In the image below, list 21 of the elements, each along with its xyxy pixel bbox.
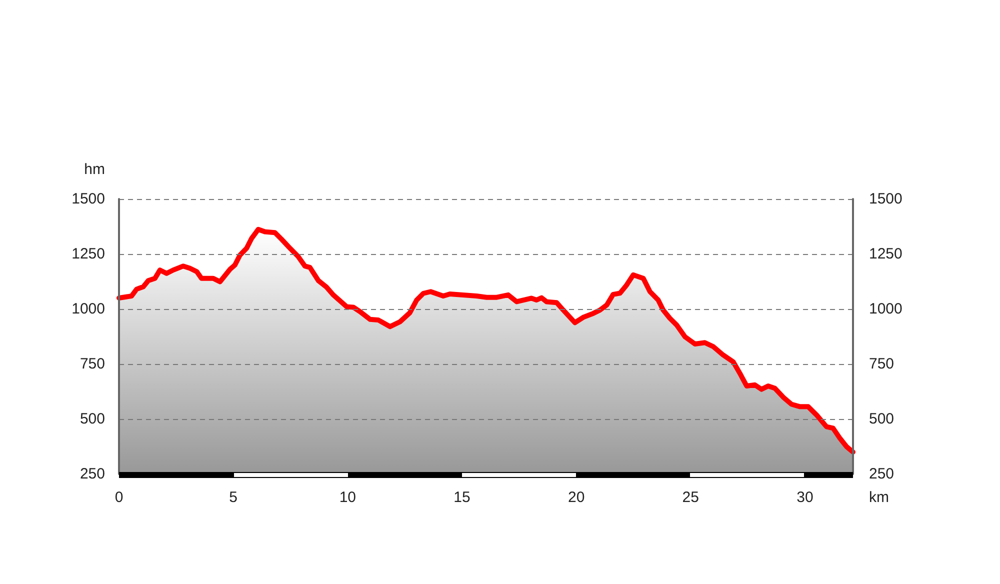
y-axis-title: hm bbox=[84, 161, 105, 178]
y2-tick-label: 500 bbox=[869, 410, 894, 428]
y2-tick-label: 1500 bbox=[869, 190, 902, 208]
x-tick-label: 5 bbox=[229, 489, 238, 506]
y-tick-label: 1000 bbox=[72, 300, 105, 318]
x-tick-label: 25 bbox=[682, 489, 699, 506]
x-axis-title: km bbox=[869, 489, 889, 506]
x-tick-label: 15 bbox=[454, 489, 470, 506]
y2-tick-label: 250 bbox=[869, 466, 894, 482]
y2-tick-label: 1000 bbox=[869, 300, 902, 318]
x-tick-label: 30 bbox=[796, 489, 814, 506]
x-tick-label: 20 bbox=[568, 489, 585, 506]
y-tick-label: 750 bbox=[80, 356, 105, 372]
y-tick-label: 1500 bbox=[72, 190, 105, 208]
y2-tick-label: 1250 bbox=[869, 246, 902, 262]
x-tick-label: 10 bbox=[339, 489, 356, 506]
y-tick-label: 1250 bbox=[72, 246, 105, 262]
y-tick-label: 500 bbox=[80, 410, 105, 428]
x-tick-label: 0 bbox=[114, 489, 124, 506]
y2-tick-label: 750 bbox=[869, 356, 894, 372]
y-tick-label: 250 bbox=[80, 466, 105, 482]
